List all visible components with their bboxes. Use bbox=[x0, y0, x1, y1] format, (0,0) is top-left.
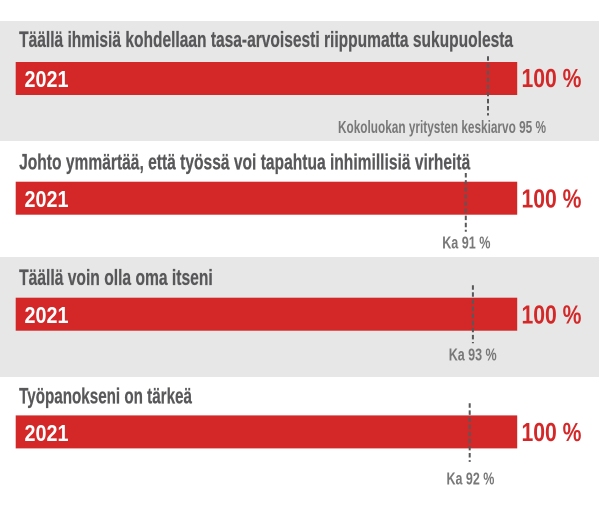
svg-text:2021: 2021 bbox=[25, 419, 69, 446]
svg-text:100 %: 100 % bbox=[522, 418, 582, 446]
svg-text:Työpanokseni on tärkeä: Työpanokseni on tärkeä bbox=[19, 385, 192, 410]
svg-text:100 %: 100 % bbox=[522, 300, 582, 328]
svg-text:100 %: 100 % bbox=[522, 64, 582, 92]
svg-text:2021: 2021 bbox=[25, 301, 69, 328]
svg-text:Johto ymmärtää, että työssä vo: Johto ymmärtää, että työssä voi tapahtua… bbox=[19, 150, 470, 176]
svg-text:Ka 93 %: Ka 93 % bbox=[449, 346, 497, 366]
svg-text:Täällä voin olla oma itseni: Täällä voin olla oma itseni bbox=[19, 265, 213, 291]
svg-text:100 %: 100 % bbox=[522, 184, 582, 212]
svg-text:Ka 91 %: Ka 91 % bbox=[442, 234, 490, 254]
svg-text:Ka 92 %: Ka 92 % bbox=[447, 470, 495, 490]
svg-text:2021: 2021 bbox=[25, 185, 69, 212]
svg-text:2021: 2021 bbox=[25, 65, 69, 92]
svg-text:Kokoluokan yritysten keskiarvo: Kokoluokan yritysten keskiarvo 95 % bbox=[338, 118, 546, 138]
svg-text:Täällä ihmisiä kohdellaan tasa: Täällä ihmisiä kohdellaan tasa-arvoisest… bbox=[19, 28, 513, 52]
